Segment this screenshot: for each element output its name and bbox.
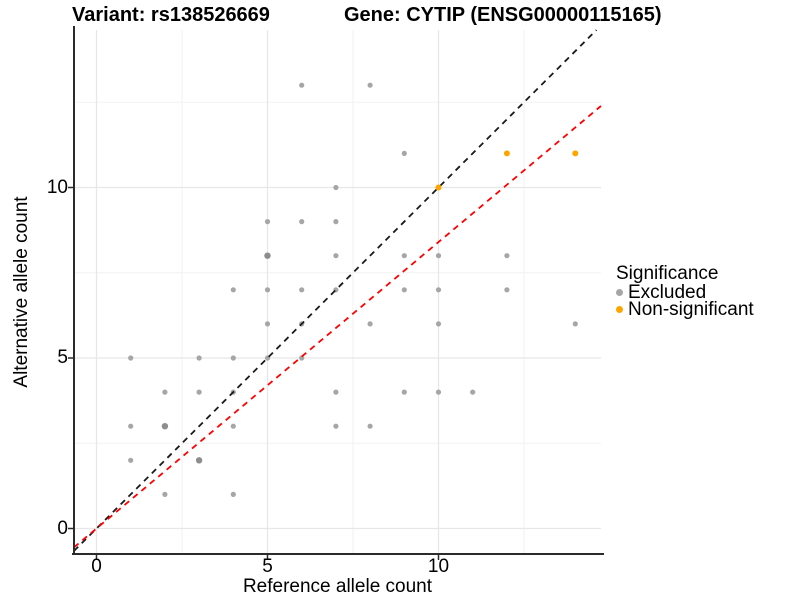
data-point-excluded	[435, 287, 442, 293]
data-point-excluded	[333, 253, 339, 259]
y-tick-label: 10	[46, 176, 68, 198]
y-axis-title: Alternative allele count	[11, 196, 32, 388]
identity-line	[73, 29, 598, 552]
data-point-excluded	[128, 423, 134, 429]
data-point-excluded	[230, 355, 236, 361]
data-point-excluded	[333, 389, 339, 395]
data-point-excluded	[435, 389, 442, 395]
data-point-excluded	[401, 253, 407, 259]
data-point-excluded	[367, 423, 373, 429]
data-point-excluded	[299, 287, 305, 293]
x-tick-label: 0	[91, 556, 102, 577]
data-point-excluded	[299, 82, 305, 88]
data-point-excluded	[470, 389, 476, 395]
data-point-excluded	[128, 355, 134, 361]
data-point-non-significant	[572, 150, 579, 157]
data-point-excluded	[264, 219, 271, 225]
data-point-excluded	[504, 287, 510, 293]
data-point-excluded	[572, 321, 578, 327]
legend-item-excluded: Excluded	[616, 282, 754, 303]
data-point-excluded	[128, 457, 134, 463]
x-tick-label: 10	[427, 556, 450, 577]
data-point-excluded	[230, 287, 236, 293]
data-point-excluded	[435, 321, 442, 327]
legend: Significance Excluded Non-significant	[616, 263, 754, 320]
data-point-excluded	[230, 423, 236, 429]
data-point-excluded	[435, 253, 442, 259]
data-point-excluded	[162, 491, 168, 497]
excluded-dot-icon	[616, 289, 623, 296]
data-point-excluded	[367, 82, 373, 88]
data-point-excluded	[401, 150, 407, 156]
data-point-excluded	[333, 184, 339, 191]
plot-title-gene: Gene: CYTIP (ENSG00000115165)	[344, 4, 662, 26]
data-point-excluded	[401, 287, 407, 293]
data-point-excluded	[264, 321, 271, 327]
data-point-non-significant	[435, 184, 442, 191]
x-axis-title: Reference allele count	[242, 576, 433, 597]
data-point-excluded	[162, 389, 168, 395]
data-point-excluded	[196, 355, 202, 361]
data-point-excluded	[299, 219, 305, 225]
legend-title: Significance	[616, 263, 719, 284]
data-point-excluded	[230, 491, 236, 497]
y-tick-label: 5	[57, 347, 68, 368]
data-point-excluded-overlap	[161, 423, 169, 430]
data-point-excluded-overlap	[264, 252, 271, 259]
data-point-non-significant	[503, 150, 510, 157]
legend-item-non-significant: Non-significant	[616, 299, 754, 320]
y-tick-label: 0	[57, 517, 68, 539]
plot-title-variant: Variant: rs138526669	[72, 4, 270, 26]
data-point-excluded	[333, 423, 339, 429]
data-point-excluded	[196, 389, 202, 395]
data-point-excluded	[401, 389, 407, 395]
legend-item-label: Excluded	[628, 282, 707, 303]
x-tick-label: 5	[262, 556, 273, 577]
data-point-excluded	[333, 219, 339, 225]
fit-line	[73, 105, 602, 549]
legend-item-label: Non-significant	[628, 299, 754, 320]
non-significant-dot-icon	[616, 306, 623, 313]
data-point-excluded	[367, 321, 373, 327]
data-point-excluded	[264, 287, 271, 293]
data-point-excluded-overlap	[195, 457, 203, 464]
data-point-excluded	[504, 253, 510, 259]
